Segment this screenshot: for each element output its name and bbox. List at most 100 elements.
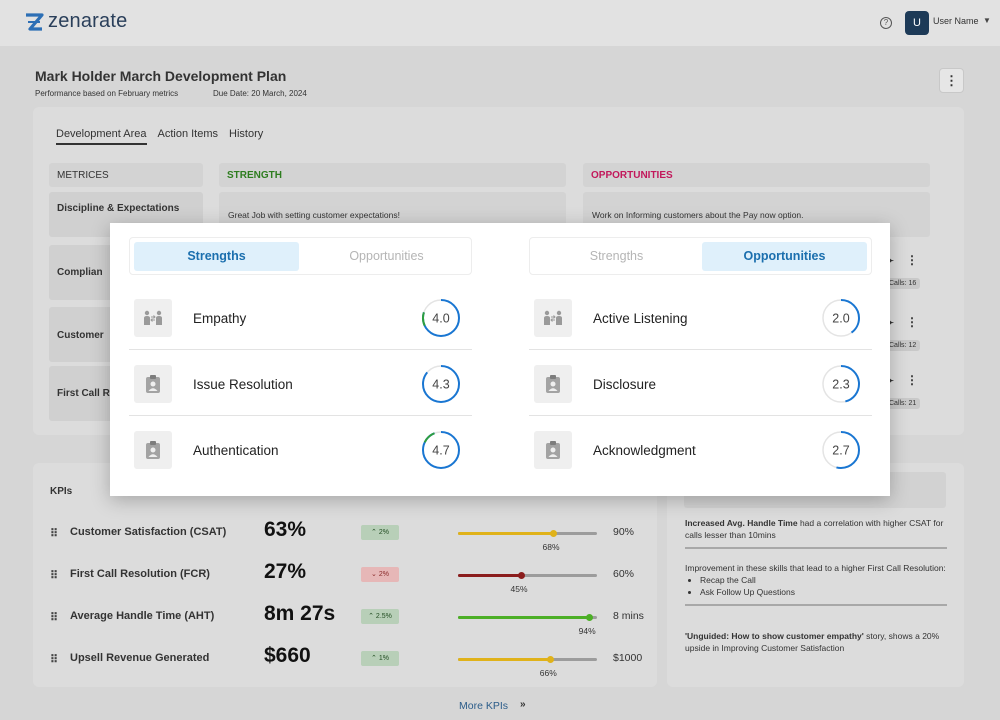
drag-handle-icon[interactable]: ⠿	[50, 528, 59, 540]
double-chevron-down-icon[interactable]: »	[520, 699, 526, 710]
tab-history[interactable]: History	[229, 128, 264, 140]
toggle-opportunities-button[interactable]: Opportunities	[349, 249, 424, 263]
kpi-name: Average Handle Time (AHT)	[70, 610, 215, 622]
kpi-progress-label: 45%	[510, 584, 528, 594]
kpi-target: 8 mins	[613, 610, 644, 622]
left-toggle: Strengths Opportunities	[129, 237, 472, 275]
strength-column-header: STRENGTH	[219, 163, 566, 187]
drag-handle-icon[interactable]: ⠿	[50, 654, 59, 666]
score-ring: 2.0	[822, 299, 860, 337]
kpi-progress-bar	[458, 530, 597, 537]
score-ring: 4.0	[422, 299, 460, 337]
toggle-strengths-button[interactable]: Strengths	[589, 249, 644, 263]
score-ring: 2.7	[822, 431, 860, 469]
skill-name: Active Listening	[593, 311, 688, 326]
delta-arrow-icon: ⌃	[368, 613, 374, 620]
skill-row[interactable]: Acknowledgment 2.7	[529, 416, 872, 482]
calls-count: Calls: 16	[885, 278, 921, 289]
insight-bullet: Recap the Call	[700, 574, 947, 586]
kpi-delta: ⌄ 2%	[361, 567, 399, 582]
kpi-value: 27%	[264, 560, 307, 583]
score-value: 4.0	[432, 312, 449, 326]
kpi-progress-bar	[458, 656, 597, 663]
user-name[interactable]: User Name	[933, 16, 979, 26]
skill-name: Empathy	[193, 311, 247, 326]
tab-development-area[interactable]: Development Area	[56, 128, 147, 145]
clipboard-user-icon	[534, 431, 572, 469]
toggle-strengths-button[interactable]: Strengths	[134, 242, 299, 271]
tab-action-items[interactable]: Action Items	[157, 128, 219, 140]
kpi-title: KPIs	[50, 486, 73, 497]
skill-name: Issue Resolution	[193, 377, 293, 392]
right-toggle: Strengths Opportunities	[529, 237, 872, 275]
skill-row[interactable]: Active Listening 2.0	[529, 284, 872, 350]
kpi-target: $1000	[613, 652, 643, 664]
score-value: 4.3	[432, 378, 449, 392]
row-menu-icon[interactable]: ⋮	[906, 253, 918, 267]
brand-name: zenarate	[48, 10, 128, 32]
skill-row[interactable]: Authentication 4.7	[129, 416, 472, 482]
plan-subtitle: Performance based on February metrics	[35, 89, 179, 98]
kpi-value: 63%	[264, 518, 307, 541]
delta-arrow-icon: ⌃	[371, 655, 377, 662]
score-ring: 4.7	[422, 431, 460, 469]
score-ring-arc	[822, 365, 860, 403]
plan-due-date: Due Date: 20 March, 2024	[213, 89, 307, 98]
more-kpis-link[interactable]: More KPIs	[459, 700, 509, 712]
people-exchange-icon	[534, 299, 572, 337]
kpi-progress-bar	[458, 614, 597, 621]
drag-handle-icon[interactable]: ⠿	[50, 612, 59, 624]
skill-name: Disclosure	[593, 377, 657, 392]
clipboard-user-icon	[134, 365, 172, 403]
kpi-row: ⠿ Average Handle Time (AHT) 8m 27s ⌃ 2.5…	[50, 602, 650, 638]
row-menu-icon[interactable]: ⋮	[906, 315, 918, 329]
kpi-row: ⠿ Customer Satisfaction (CSAT) 63% ⌃ 2% …	[50, 518, 650, 554]
kpi-progress-label: 94%	[578, 626, 596, 636]
chevron-down-icon[interactable]: ▼	[983, 16, 991, 25]
calls-count: Calls: 12	[885, 340, 921, 351]
skill-name: Acknowledgment	[593, 443, 696, 458]
delta-arrow-icon: ⌄	[371, 571, 377, 578]
skill-row[interactable]: Empathy 4.0	[129, 284, 472, 350]
kpi-progress-fill	[458, 532, 553, 535]
kpi-progress-dot	[585, 614, 593, 621]
score-value: 4.7	[432, 444, 449, 458]
kpi-value: 8m 27s	[264, 602, 336, 625]
development-tabs: Development Area Action Items History	[56, 128, 263, 145]
insight-bullet: Ask Follow Up Questions	[700, 586, 947, 598]
skills-card: Strengths Opportunities Empathy 4.0 Issu…	[110, 223, 890, 496]
kpi-target: 60%	[613, 568, 635, 580]
clipboard-user-icon	[134, 431, 172, 469]
skill-name: Authentication	[193, 443, 279, 458]
kpi-progress-fill	[458, 574, 521, 577]
drag-handle-icon[interactable]: ⠿	[50, 570, 59, 582]
kpi-row: ⠿ Upsell Revenue Generated $660 ⌃ 1% 66%…	[50, 644, 650, 680]
avatar[interactable]: U	[905, 11, 929, 35]
brand-logo[interactable]: zenarate	[24, 10, 127, 33]
insight-item: Improvement in these skills that lead to…	[685, 562, 947, 606]
kpi-delta: ⌃ 1%	[361, 651, 399, 666]
calls-count: Calls: 21	[885, 398, 921, 409]
kpi-delta: ⌃ 2.5%	[361, 609, 399, 624]
question-circle-icon[interactable]: ?	[880, 17, 892, 29]
kpi-progress-dot	[546, 656, 554, 663]
kpi-delta: ⌃ 2%	[361, 525, 399, 540]
row-menu-icon[interactable]: ⋮	[906, 373, 918, 387]
kpi-target: 90%	[613, 526, 635, 538]
page-title: Mark Holder March Development Plan	[35, 68, 287, 84]
delta-arrow-icon: ⌃	[371, 529, 377, 536]
score-ring-arc	[422, 431, 460, 469]
kpi-progress-label: 66%	[539, 668, 557, 678]
kpi-progress-dot	[517, 572, 525, 579]
kpi-progress-fill	[458, 616, 589, 619]
more-options-button[interactable]: ⋮	[939, 68, 964, 93]
kpi-progress-bar	[458, 572, 597, 579]
score-ring-accent	[422, 431, 460, 469]
score-value: 2.0	[832, 312, 849, 326]
kpi-name: Customer Satisfaction (CSAT)	[70, 526, 227, 538]
skill-row[interactable]: Issue Resolution 4.3	[129, 350, 472, 416]
kpi-value: $660	[264, 644, 311, 667]
skill-row[interactable]: Disclosure 2.3	[529, 350, 872, 416]
kpi-progress-label: 68%	[542, 542, 560, 552]
toggle-opportunities-button[interactable]: Opportunities	[702, 242, 867, 271]
